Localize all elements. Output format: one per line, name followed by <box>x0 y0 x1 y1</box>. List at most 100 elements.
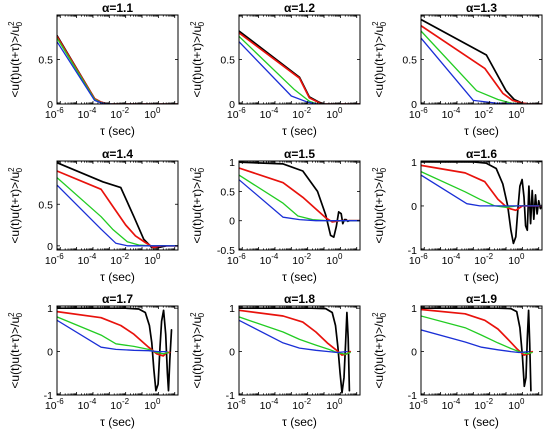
x-tick-label: 10-4 <box>260 106 279 121</box>
series-line-blue <box>57 184 178 247</box>
y-tick-label: 0.5 <box>38 199 53 211</box>
x-axis-label: τ (sec) <box>100 415 135 429</box>
x-tick-label: 10-6 <box>227 106 246 121</box>
series-line-blue <box>239 319 348 354</box>
subplot-4: α=1.4 0 0.5 10-6 10-4 10-2 100 τ (sec) <u(t)u(t+… <box>7 147 179 284</box>
series-line-black <box>421 161 542 245</box>
x-tick-label: 100 <box>508 106 525 121</box>
x-axis-label: τ (sec) <box>100 124 135 138</box>
axes-frame <box>56 160 179 251</box>
y-axis-label: <u(t)u(t+τ)>/u20 <box>189 21 206 98</box>
x-tick-label: 10-2 <box>110 397 129 412</box>
y-tick-label: 0 <box>47 347 53 359</box>
x-tick-label: 100 <box>326 397 343 412</box>
x-tick-label: 10-2 <box>474 252 493 267</box>
subplot-3: α=1.3 0 0.5 10-6 10-4 10-2 100 τ (sec) <u(t)u(t+… <box>371 1 543 138</box>
y-tick-label: 0 <box>229 216 235 228</box>
x-tick-label: 10-4 <box>78 106 97 121</box>
y-axis-label: <u(t)u(t+τ)>/u20 <box>7 21 24 98</box>
subplot-title: α=1.9 <box>466 292 497 306</box>
x-tick-label: 10-2 <box>292 397 311 412</box>
subplot-title: α=1.6 <box>466 147 497 161</box>
x-tick-label: 10-6 <box>227 252 246 267</box>
subplot-title: α=1.8 <box>284 292 315 306</box>
series-line-black <box>57 161 178 249</box>
x-tick-label: 10-2 <box>110 252 129 267</box>
x-tick-label: 10-4 <box>260 397 279 412</box>
series-line-green <box>421 315 533 355</box>
subplot-title: α=1.1 <box>102 1 133 15</box>
x-tick-label: 100 <box>144 397 161 412</box>
subplot-2: α=1.2 0 0.5 10-6 10-4 10-2 100 τ (sec) <u(t)u(t+… <box>189 1 361 138</box>
x-tick-label: 10-6 <box>409 252 428 267</box>
y-tick-label: 0.5 <box>38 55 53 67</box>
axes-frame <box>56 14 179 105</box>
y-tick-label: 1 <box>411 303 417 315</box>
subplot-8: α=1.8 -1 0 1 10-6 10-4 10-2 100 τ (sec) <u(t)u(t+… <box>189 292 361 429</box>
y-tick-label: 1 <box>47 303 53 315</box>
y-tick-label: 0 <box>47 241 53 253</box>
subplot-5: α=1.5 -0.5 0 0.5 1 10-6 10-4 10-2 100 τ (sec) <u(t… <box>189 147 361 284</box>
y-tick-label: 0 <box>229 347 235 359</box>
series-line-blue <box>57 319 168 353</box>
x-tick-label: 10-4 <box>78 252 97 267</box>
series-line-blue <box>239 179 360 222</box>
axes-frame <box>238 14 361 105</box>
series-line-blue <box>421 37 542 104</box>
subplot-title: α=1.2 <box>284 1 315 15</box>
series-line-red <box>57 170 178 249</box>
y-tick-label: -1 <box>408 245 417 257</box>
y-tick-label: 0.5 <box>220 55 235 67</box>
series-line-black <box>421 307 532 392</box>
series-line-black <box>57 307 173 392</box>
series-line-black <box>239 307 351 394</box>
series-line-red <box>421 164 542 212</box>
y-tick-label: 1 <box>411 157 417 169</box>
y-tick-label: 1 <box>229 157 235 169</box>
subplot-title: α=1.5 <box>284 147 315 161</box>
subplot-7: α=1.7 -1 0 1 10-6 10-4 10-2 100 τ (sec) <u(t)u(t+… <box>7 292 179 429</box>
x-tick-label: 10-6 <box>45 397 64 412</box>
x-tick-label: 10-4 <box>260 252 279 267</box>
subplot-6: α=1.6 -1 0 1 10-6 10-4 10-2 100 τ (sec) <u(t)u(t+… <box>371 147 543 284</box>
y-axis-label: <u(t)u(t+τ)>/u20 <box>189 312 206 389</box>
x-axis-label: τ (sec) <box>282 124 317 138</box>
y-axis-label: <u(t)u(t+τ)>/u20 <box>371 312 388 389</box>
x-tick-label: 100 <box>508 252 525 267</box>
y-axis-label: <u(t)u(t+τ)>/u20 <box>371 21 388 98</box>
x-axis-label: τ (sec) <box>464 124 499 138</box>
y-tick-label: 0.5 <box>220 186 235 198</box>
axes-frame <box>238 305 361 396</box>
series-line-green <box>421 30 542 104</box>
y-tick-label: 0 <box>411 201 417 213</box>
x-tick-label: 10-2 <box>292 252 311 267</box>
x-tick-label: 10-4 <box>442 252 461 267</box>
y-tick-label: 0 <box>47 99 53 111</box>
x-tick-label: 10-4 <box>442 106 461 121</box>
x-axis-label: τ (sec) <box>282 270 317 284</box>
series-line-red <box>421 24 542 104</box>
series-line-green <box>57 316 169 355</box>
x-tick-label: 100 <box>144 106 161 121</box>
series-line-blue <box>239 41 360 104</box>
x-tick-label: 100 <box>326 252 343 267</box>
y-tick-label: -1 <box>226 390 235 402</box>
subplot-title: α=1.4 <box>102 147 133 161</box>
x-tick-label: 10-2 <box>110 106 129 121</box>
y-tick-label: 0 <box>411 99 417 111</box>
x-tick-label: 10-6 <box>45 252 64 267</box>
x-tick-label: 10-6 <box>45 106 64 121</box>
x-tick-label: 10-4 <box>442 397 461 412</box>
x-axis-label: τ (sec) <box>464 270 499 284</box>
subplot-1: α=1.1 0 0.5 10-6 10-4 10-2 100 τ (sec) <u(t)u(t+… <box>7 1 179 138</box>
series-line-black <box>421 18 542 104</box>
x-tick-label: 100 <box>508 397 525 412</box>
x-tick-label: 10-6 <box>227 397 246 412</box>
x-tick-label: 10-2 <box>292 106 311 121</box>
y-axis-label: <u(t)u(t+τ)>/u20 <box>371 167 388 244</box>
x-tick-label: 10-6 <box>409 106 428 121</box>
x-tick-label: 100 <box>326 106 343 121</box>
y-tick-label: 0.5 <box>402 55 417 67</box>
y-axis-label: <u(t)u(t+τ)>/u20 <box>189 167 206 244</box>
y-tick-label: 0 <box>229 99 235 111</box>
